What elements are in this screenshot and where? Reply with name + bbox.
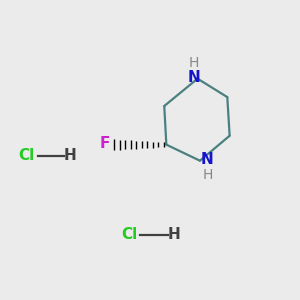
Text: H: H	[189, 56, 199, 70]
Text: H: H	[167, 227, 180, 242]
Text: N: N	[201, 152, 214, 167]
Text: N: N	[188, 70, 200, 85]
Text: Cl: Cl	[19, 148, 35, 164]
Text: F: F	[100, 136, 110, 151]
Text: Cl: Cl	[121, 227, 137, 242]
Text: H: H	[202, 168, 213, 182]
Text: H: H	[63, 148, 76, 164]
